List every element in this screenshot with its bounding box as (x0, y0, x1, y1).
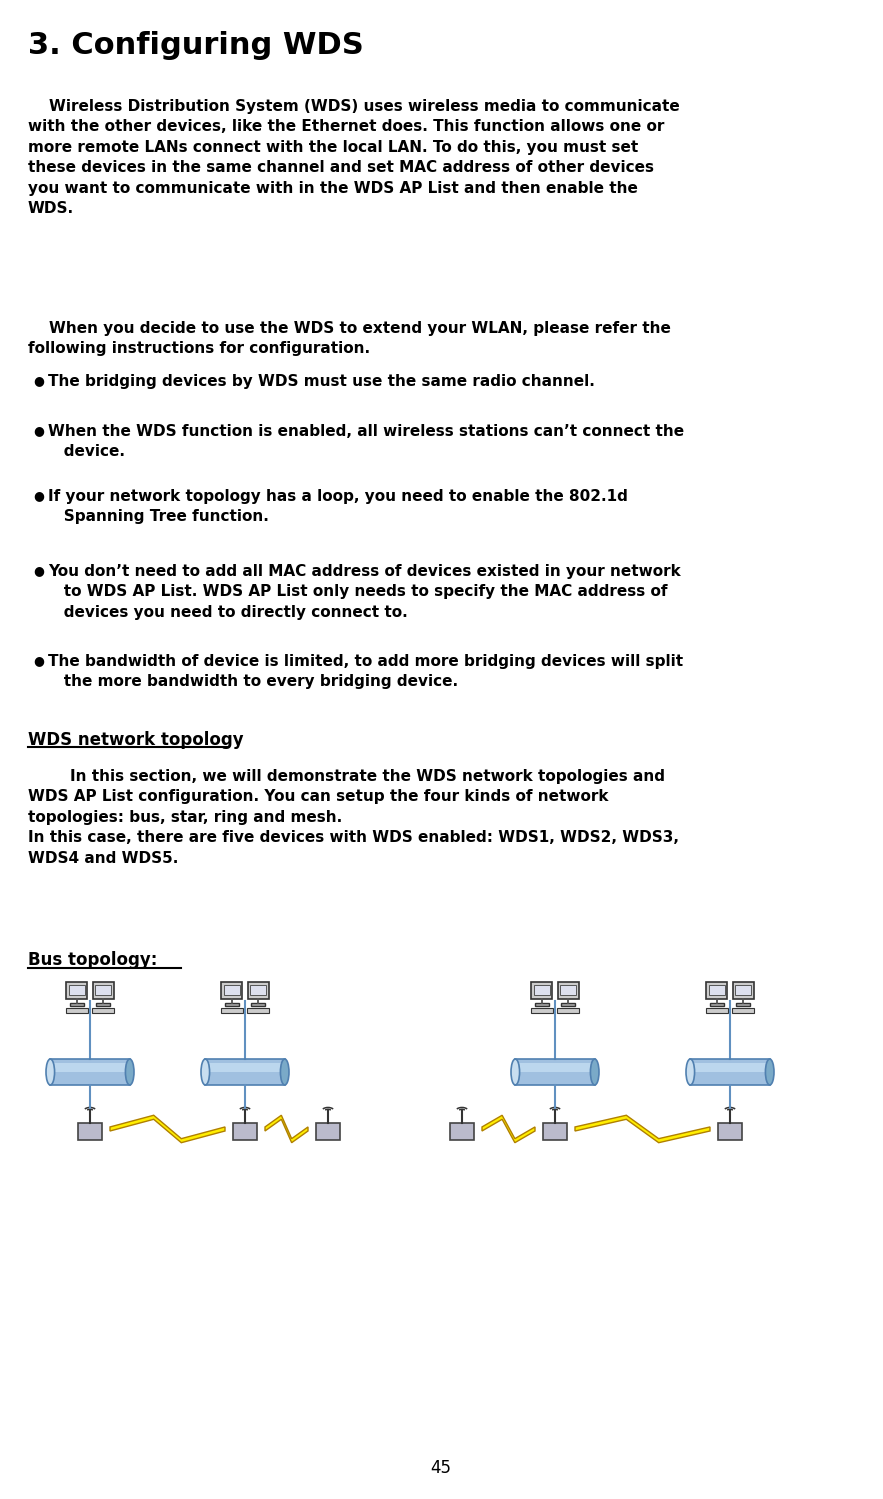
FancyBboxPatch shape (233, 1123, 257, 1139)
FancyBboxPatch shape (709, 985, 725, 995)
FancyBboxPatch shape (532, 982, 553, 998)
Polygon shape (482, 1115, 535, 1142)
FancyBboxPatch shape (205, 1063, 284, 1072)
FancyBboxPatch shape (92, 1007, 114, 1013)
FancyBboxPatch shape (543, 1123, 567, 1139)
FancyBboxPatch shape (718, 1123, 742, 1139)
Text: The bridging devices by WDS must use the same radio channel.: The bridging devices by WDS must use the… (48, 373, 595, 390)
FancyBboxPatch shape (50, 1063, 130, 1072)
FancyBboxPatch shape (250, 985, 266, 995)
Ellipse shape (686, 1058, 695, 1085)
FancyBboxPatch shape (535, 1003, 548, 1006)
Text: 3. Configuring WDS: 3. Configuring WDS (28, 31, 364, 60)
Polygon shape (575, 1115, 710, 1142)
FancyBboxPatch shape (252, 1003, 265, 1006)
FancyBboxPatch shape (736, 1003, 750, 1006)
FancyBboxPatch shape (96, 1003, 110, 1006)
Ellipse shape (591, 1058, 599, 1085)
FancyBboxPatch shape (93, 982, 114, 998)
Text: The bandwidth of device is limited, to add more bridging devices will split
   t: The bandwidth of device is limited, to a… (48, 654, 683, 690)
FancyBboxPatch shape (732, 1007, 754, 1013)
FancyBboxPatch shape (557, 1007, 579, 1013)
FancyBboxPatch shape (316, 1123, 340, 1139)
Text: When you decide to use the WDS to extend your WLAN, please refer the
following i: When you decide to use the WDS to extend… (28, 321, 671, 357)
Ellipse shape (281, 1058, 289, 1085)
FancyBboxPatch shape (534, 985, 550, 995)
Text: Bus topology:: Bus topology: (28, 950, 157, 968)
Text: ●: ● (33, 654, 44, 667)
Text: Wireless Distribution System (WDS) uses wireless media to communicate
with the o: Wireless Distribution System (WDS) uses … (28, 99, 680, 216)
FancyBboxPatch shape (710, 1003, 724, 1006)
Text: ●: ● (33, 424, 44, 438)
FancyBboxPatch shape (691, 1063, 770, 1072)
FancyBboxPatch shape (224, 985, 239, 995)
FancyBboxPatch shape (516, 1058, 595, 1085)
Text: ●: ● (33, 489, 44, 502)
FancyBboxPatch shape (531, 1007, 553, 1013)
Ellipse shape (766, 1058, 774, 1085)
FancyBboxPatch shape (95, 985, 111, 995)
Text: ●: ● (33, 373, 44, 387)
Text: When the WDS function is enabled, all wireless stations can’t connect the
   dev: When the WDS function is enabled, all wi… (48, 424, 684, 459)
Polygon shape (110, 1115, 225, 1142)
Polygon shape (265, 1115, 308, 1142)
FancyBboxPatch shape (247, 982, 268, 998)
FancyBboxPatch shape (558, 982, 578, 998)
FancyBboxPatch shape (66, 982, 87, 998)
FancyBboxPatch shape (706, 1007, 728, 1013)
Ellipse shape (201, 1058, 209, 1085)
Ellipse shape (46, 1058, 55, 1085)
FancyBboxPatch shape (70, 1003, 84, 1006)
FancyBboxPatch shape (50, 1058, 130, 1085)
FancyBboxPatch shape (222, 982, 242, 998)
FancyBboxPatch shape (247, 1007, 269, 1013)
FancyBboxPatch shape (78, 1123, 102, 1139)
Text: If your network topology has a loop, you need to enable the 802.1d
   Spanning T: If your network topology has a loop, you… (48, 489, 628, 525)
FancyBboxPatch shape (450, 1123, 474, 1139)
FancyBboxPatch shape (65, 1007, 88, 1013)
FancyBboxPatch shape (733, 982, 754, 998)
FancyBboxPatch shape (225, 1003, 238, 1006)
FancyBboxPatch shape (562, 1003, 575, 1006)
Text: You don’t need to add all MAC address of devices existed in your network
   to W: You don’t need to add all MAC address of… (48, 564, 681, 619)
Ellipse shape (125, 1058, 134, 1085)
FancyBboxPatch shape (69, 985, 85, 995)
FancyBboxPatch shape (736, 985, 751, 995)
Text: 45: 45 (431, 1459, 451, 1477)
FancyBboxPatch shape (561, 985, 576, 995)
Text: WDS network topology: WDS network topology (28, 732, 244, 750)
FancyBboxPatch shape (221, 1007, 243, 1013)
Ellipse shape (511, 1058, 519, 1085)
FancyBboxPatch shape (706, 982, 728, 998)
FancyBboxPatch shape (691, 1058, 770, 1085)
FancyBboxPatch shape (516, 1063, 595, 1072)
FancyBboxPatch shape (205, 1058, 284, 1085)
Text: In this section, we will demonstrate the WDS network topologies and
WDS AP List : In this section, we will demonstrate the… (28, 769, 679, 865)
Text: ●: ● (33, 564, 44, 577)
